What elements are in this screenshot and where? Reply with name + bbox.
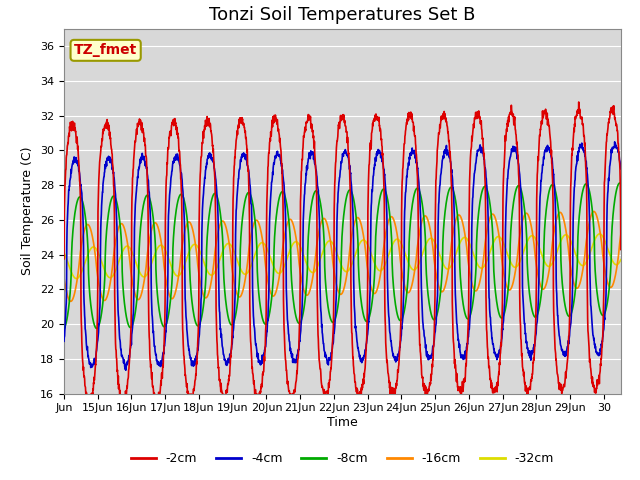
Legend: -2cm, -4cm, -8cm, -16cm, -32cm: -2cm, -4cm, -8cm, -16cm, -32cm: [125, 447, 559, 470]
Title: Tonzi Soil Temperatures Set B: Tonzi Soil Temperatures Set B: [209, 6, 476, 24]
X-axis label: Time: Time: [327, 416, 358, 429]
Text: TZ_fmet: TZ_fmet: [74, 43, 137, 57]
Y-axis label: Soil Temperature (C): Soil Temperature (C): [22, 147, 35, 276]
